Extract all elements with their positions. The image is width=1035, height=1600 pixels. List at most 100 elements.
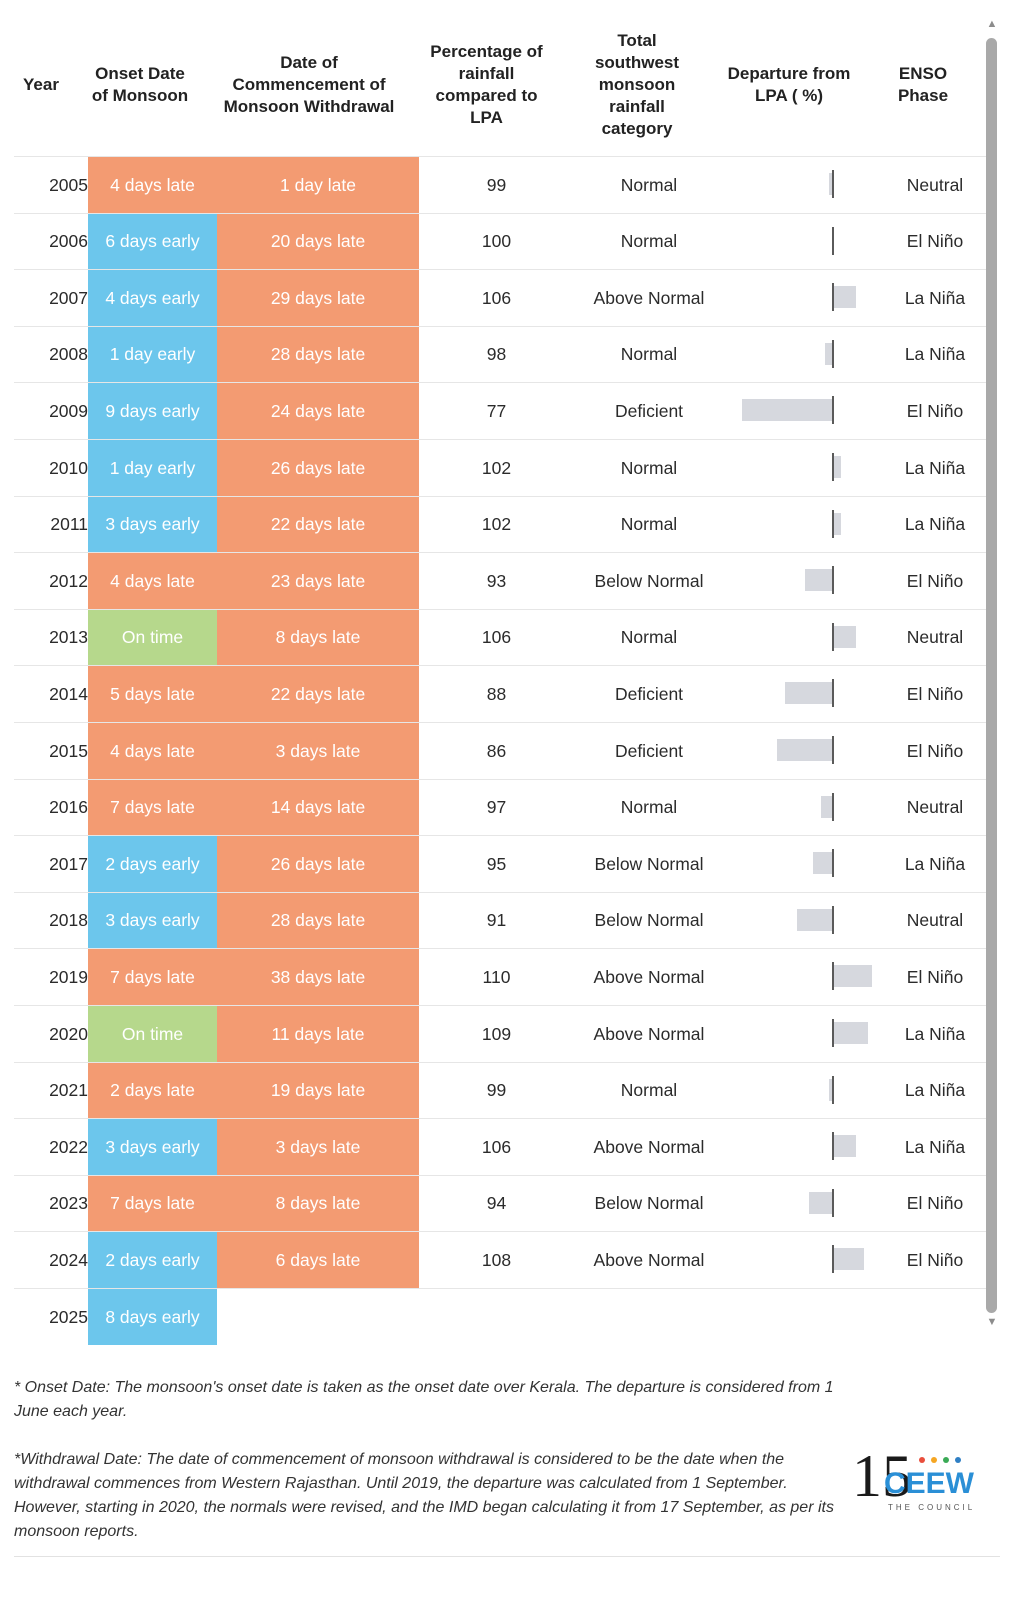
- cell-category: Deficient: [614, 740, 684, 761]
- cell-withdrawal: 14 days late: [217, 779, 419, 836]
- table-row: 2017 2 days early 26 days late 95 Below Norm…: [14, 835, 986, 893]
- header-enso: ENSO Phase: [897, 64, 949, 105]
- cell-year: 2015: [49, 740, 88, 761]
- departure-zero-line: [831, 396, 834, 425]
- logo-name: CEEW: [884, 1467, 975, 1500]
- cell-onset: 6 days early: [88, 213, 217, 270]
- cell-departure: [724, 270, 894, 326]
- cell-percentage: 97: [486, 797, 507, 818]
- cell-year: 2009: [49, 400, 88, 421]
- cell-category: Normal: [620, 174, 678, 195]
- cell-departure: [724, 723, 894, 779]
- cell-year: 2022: [49, 1136, 88, 1157]
- cell-percentage: 108: [481, 1249, 512, 1270]
- departure-zero-line: [831, 509, 834, 538]
- departure-zero-line: [831, 622, 834, 651]
- cell-onset: 4 days late: [88, 723, 217, 779]
- cell-departure: [724, 1119, 894, 1175]
- cell-year: 2013: [49, 627, 88, 648]
- cell-withdrawal: 26 days late: [217, 836, 419, 893]
- cell-year: 2025: [49, 1306, 88, 1327]
- cell-withdrawal: 23 days late: [217, 553, 419, 610]
- cell-percentage: 106: [481, 627, 512, 648]
- cell-withdrawal: 26 days late: [217, 440, 419, 496]
- cell-category: Normal: [620, 797, 678, 818]
- departure-zero-line: [831, 170, 834, 198]
- cell-category: Normal: [620, 344, 678, 365]
- departure-zero-line: [831, 849, 834, 878]
- cell-enso: El Niño: [906, 966, 964, 987]
- departure-bar: [832, 286, 857, 309]
- cell-category: Normal: [620, 1080, 678, 1101]
- cell-percentage: 86: [486, 740, 507, 761]
- cell-departure: [724, 1232, 894, 1288]
- header-withdrawal: Date of Commencement of Monsoon Withdraw…: [223, 53, 395, 116]
- cell-withdrawal: 3 days late: [217, 723, 419, 779]
- cell-enso: La Niña: [904, 457, 966, 478]
- logo-dot-4: [955, 1457, 961, 1463]
- cell-year: 2023: [49, 1193, 88, 1214]
- departure-zero-line: [831, 566, 834, 595]
- cell-onset: 7 days late: [88, 949, 217, 1006]
- cell-enso: La Niña: [904, 514, 966, 535]
- logo-tagline: THE COUNCIL: [888, 1503, 975, 1512]
- cell-percentage: 91: [486, 910, 507, 931]
- departure-zero-line: [831, 679, 834, 708]
- ceew-logo-mark: 15 CEEW THE COUNCIL: [852, 1443, 975, 1512]
- cell-enso: La Niña: [904, 287, 966, 308]
- cell-enso: La Niña: [904, 1023, 966, 1044]
- cell-departure: [724, 780, 894, 836]
- header-departure: Departure from LPA ( %): [727, 64, 851, 105]
- departure-bar: [832, 1135, 857, 1158]
- table-row: 2011 3 days early 22 days late 102 Normal La …: [14, 495, 986, 553]
- header-percentage: Percentage of rainfall compared to LPA: [430, 42, 543, 127]
- cell-onset: 3 days early: [88, 892, 217, 949]
- departure-bar: [797, 908, 833, 931]
- cell-withdrawal: 24 days late: [217, 383, 419, 440]
- cell-departure: [724, 666, 894, 722]
- cell-enso: Neutral: [906, 910, 964, 931]
- cell-departure: [724, 610, 894, 666]
- cell-year: 2007: [49, 287, 88, 308]
- cell-departure: [724, 327, 894, 383]
- cell-onset: 9 days early: [88, 383, 217, 440]
- cell-departure: [724, 553, 894, 609]
- cell-withdrawal: 38 days late: [217, 949, 419, 1006]
- departure-zero-line: [831, 283, 834, 312]
- table-row: 2008 1 day early 28 days late 98 Normal La Ni…: [14, 325, 986, 383]
- scrollbar-thumb[interactable]: [986, 38, 997, 1313]
- departure-zero-line: [831, 962, 834, 991]
- cell-category: Below Normal: [594, 910, 704, 931]
- vertical-scrollbar[interactable]: ▲ ▼: [984, 14, 1000, 1332]
- cell-enso: Neutral: [906, 174, 964, 195]
- departure-bar: [832, 1248, 865, 1271]
- cell-category: Above Normal: [593, 1136, 705, 1157]
- table-row: 2006 6 days early 20 days late 100 Normal El …: [14, 212, 986, 270]
- cell-category: Below Normal: [594, 570, 704, 591]
- cell-withdrawal: 3 days late: [217, 1119, 419, 1176]
- header-onset: Onset Date of Monsoon: [91, 64, 189, 105]
- cell-enso: La Niña: [904, 1136, 966, 1157]
- cell-year: 2011: [50, 514, 88, 535]
- cell-category: Above Normal: [593, 966, 705, 987]
- cell-departure: [724, 157, 894, 213]
- cell-category: Normal: [620, 627, 678, 648]
- cell-enso: La Niña: [904, 1080, 966, 1101]
- departure-zero-line: [831, 339, 834, 368]
- chevron-up-icon[interactable]: ▲: [986, 18, 998, 30]
- departure-bar: [832, 1022, 869, 1044]
- cell-enso: El Niño: [906, 740, 964, 761]
- chevron-down-icon[interactable]: ▼: [986, 1316, 998, 1328]
- cell-withdrawal: 6 days late: [217, 1232, 419, 1289]
- cell-percentage: 98: [486, 344, 507, 365]
- departure-bar: [812, 852, 833, 875]
- cell-onset: 2 days early: [88, 1232, 217, 1289]
- footnote-onset: * Onset Date: The monsoon's onset date i…: [14, 1379, 834, 1420]
- table-row: 2005 4 days late 1 day late 99 Normal Neutral: [14, 156, 986, 213]
- cell-withdrawal: 22 days late: [217, 496, 419, 553]
- cell-departure: [724, 1006, 894, 1062]
- cell-withdrawal: 29 days late: [217, 270, 419, 327]
- cell-withdrawal: 28 days late: [217, 326, 419, 383]
- departure-bar: [832, 965, 873, 988]
- cell-onset: 4 days late: [88, 553, 217, 610]
